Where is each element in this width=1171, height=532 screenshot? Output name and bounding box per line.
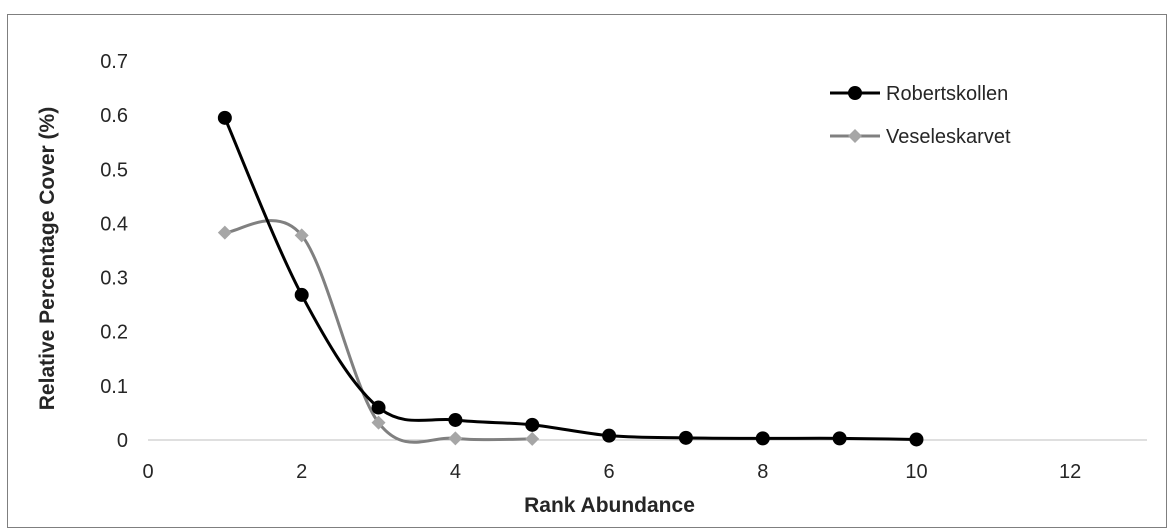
series-line-veseleskarvet	[224, 219, 533, 444]
data-point-robertskollen	[294, 287, 309, 302]
y-tick-label: 0.4	[100, 213, 128, 235]
legend-marker	[848, 129, 862, 143]
x-tick-label: 4	[450, 461, 461, 483]
data-point-robertskollen	[678, 430, 693, 445]
y-tick-labels: 0 0.1 0.2 0.3 0.4 0.5 0.6 0.7	[100, 51, 128, 452]
x-tick-label: 2	[296, 461, 307, 483]
data-point-robertskollen	[371, 400, 386, 415]
data-point-veseleskarvet	[217, 225, 232, 240]
x-tick-label: 6	[604, 461, 615, 483]
chart-frame	[7, 14, 1167, 528]
data-point-robertskollen	[217, 110, 232, 125]
y-tick-label: 0.1	[100, 376, 128, 398]
y-tick-label: 0.2	[100, 322, 128, 344]
data-point-veseleskarvet	[525, 431, 540, 446]
y-tick-label: 0.5	[100, 159, 128, 181]
series-line-robertskollen	[223, 117, 917, 441]
y-tick-label: 0.6	[100, 105, 128, 127]
x-tick-label: 0	[142, 461, 153, 483]
x-tick-label: 12	[1059, 461, 1081, 483]
y-tick-label: 0.7	[100, 51, 128, 73]
y-axis-title: Relative Percentage Cover (%)	[36, 107, 59, 410]
y-tick-label: 0.3	[100, 268, 128, 290]
x-tick-label: 10	[905, 461, 927, 483]
y-tick-label: 0	[117, 430, 128, 452]
x-tick-label: 8	[757, 461, 768, 483]
data-point-robertskollen	[525, 417, 540, 432]
series-lines	[223, 117, 917, 444]
legend-entry: Veseleskarvet	[830, 126, 1011, 148]
data-point-robertskollen	[448, 412, 463, 427]
legend-entry: Robertskollen	[830, 83, 1008, 105]
legend-label: Robertskollen	[886, 83, 1008, 105]
data-point-robertskollen	[755, 431, 770, 446]
series-markers	[217, 110, 924, 447]
data-point-veseleskarvet	[448, 431, 463, 446]
legend: Robertskollen Veseleskarvet	[830, 83, 1011, 148]
data-point-veseleskarvet	[371, 415, 386, 430]
data-point-robertskollen	[602, 428, 617, 443]
legend-label: Veseleskarvet	[886, 126, 1011, 148]
data-point-robertskollen	[909, 432, 924, 447]
x-tick-labels: 0 2 4 6 8 10 12	[142, 461, 1081, 483]
legend-marker	[848, 86, 862, 100]
data-point-robertskollen	[832, 431, 847, 446]
x-axis-title: Rank Abundance	[524, 494, 695, 517]
data-point-veseleskarvet	[294, 228, 309, 243]
